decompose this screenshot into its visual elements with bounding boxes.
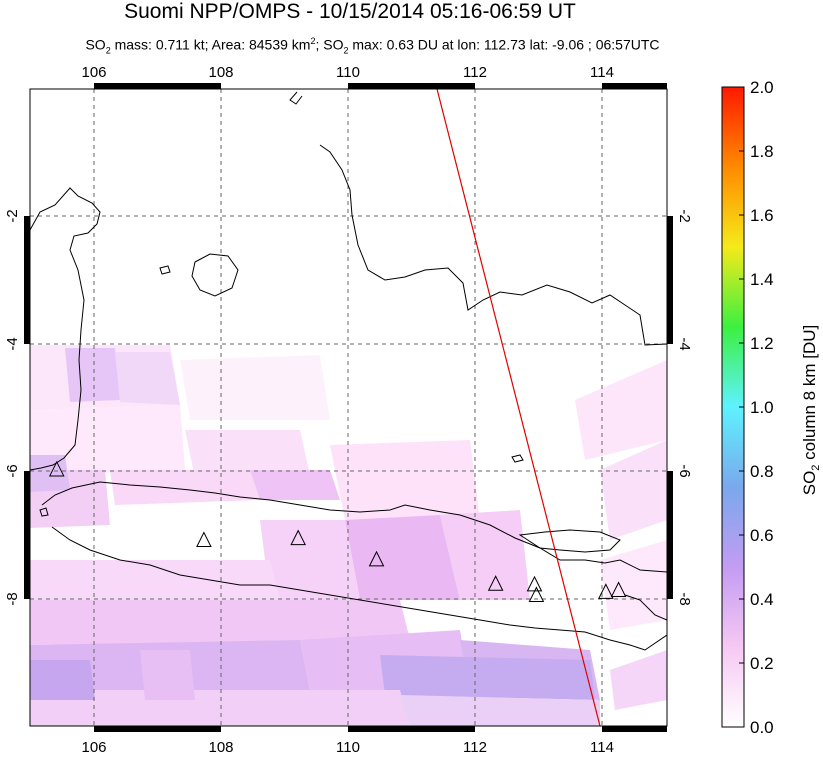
so2-pixel <box>600 440 667 540</box>
volcano-marker <box>610 581 627 597</box>
colorbar-ticks: 2.0 1.8 1.6 1.4 1.2 1.0 0.8 0.6 0.4 0.2 0.0 <box>739 78 774 737</box>
lon-tick-bottom: 112 <box>463 739 487 756</box>
colorbar-tick-label: 0.8 <box>750 462 774 481</box>
so2-pixel <box>140 650 195 700</box>
lat-tick-left: -4 <box>4 337 21 350</box>
border-bar-top <box>348 83 475 89</box>
coastline-krakatau <box>39 507 49 517</box>
lat-tick-right: -4 <box>676 337 693 350</box>
so2-pixel <box>185 430 310 478</box>
coastline-layer <box>30 91 667 651</box>
graticule <box>30 89 667 726</box>
lat-tick-right: -2 <box>676 209 693 222</box>
coastline-bali <box>624 594 667 621</box>
lon-tick-bottom: 114 <box>590 739 614 756</box>
so2-pixel <box>115 352 180 405</box>
lon-tick-top: 112 <box>463 64 487 81</box>
so2-pixel <box>30 405 185 475</box>
so2-pixel <box>30 455 70 492</box>
volcano-marker <box>487 575 504 591</box>
so2-pixel <box>380 655 595 700</box>
so2-pixel <box>400 695 600 726</box>
so2-pixel <box>180 355 330 420</box>
volcano-layer <box>48 460 627 602</box>
so2-pixel <box>260 520 360 600</box>
border-bar-left <box>24 216 30 344</box>
volcano-marker <box>48 460 65 477</box>
lat-tick-left: -6 <box>4 464 21 477</box>
coastline-java <box>41 481 667 651</box>
border-bar-bottom <box>602 726 667 732</box>
colorbar-tick-label: 1.4 <box>750 270 774 289</box>
coastline-karimunjawa <box>511 454 524 463</box>
so2-pixel <box>30 690 410 726</box>
colorbar-tick-label: 0.6 <box>750 526 774 545</box>
lat-tick-left: -2 <box>4 209 21 222</box>
border-bar-bottom <box>348 726 475 732</box>
so2-pixel <box>30 660 95 700</box>
lon-tick-top: 108 <box>208 64 233 81</box>
border-bar-left <box>24 471 30 599</box>
lon-tick-bottom: 106 <box>81 739 106 756</box>
so2-pixel <box>330 440 480 520</box>
lon-tick-top: 106 <box>81 64 106 81</box>
volcano-marker <box>196 531 212 548</box>
so2-pixel <box>345 515 460 600</box>
colorbar-tick-label: 1.0 <box>750 398 774 417</box>
lon-tick-top: 110 <box>336 64 360 81</box>
colorbar-tick-label: 1.2 <box>750 334 774 353</box>
colorbar-tick-label: 1.8 <box>750 142 774 161</box>
volcano-marker <box>598 583 614 599</box>
colorbar-tick-label: 2.0 <box>750 78 774 97</box>
volcano-marker <box>526 575 543 592</box>
lat-tick-right: -8 <box>676 592 693 605</box>
lon-tick-bottom: 110 <box>336 739 360 756</box>
lon-tick-bottom: 108 <box>208 739 233 756</box>
so2-pixel <box>440 510 530 600</box>
so2-pixel <box>610 650 667 710</box>
so2-pixel <box>30 600 410 645</box>
colorbar-label: SO2 column 8 km [DU] <box>800 325 822 496</box>
colorbar-tick-label: 0.2 <box>750 654 774 673</box>
coastline-kalimantan <box>289 91 667 346</box>
border-bar-right <box>667 216 673 344</box>
so2-pixel <box>65 348 120 402</box>
volcano-marker <box>528 586 545 602</box>
colorbar-tick-label: 0.0 <box>750 718 774 737</box>
border-bar-bottom <box>94 726 221 732</box>
so2-pixel-layer <box>30 345 667 726</box>
orbit-track-line <box>436 89 601 726</box>
map-subtitle: SO2 mass: 0.711 kt; Area: 84539 km2; SO2… <box>85 36 660 56</box>
volcano-marker <box>368 550 385 567</box>
volcano-marker <box>290 529 306 546</box>
so2-pixel <box>30 560 280 600</box>
coastline-sumatra <box>30 187 101 471</box>
map-title: Suomi NPP/OMPS - 10/15/2014 05:16-06:59 … <box>124 0 576 23</box>
so2-pixel <box>600 540 667 630</box>
colorbar-tick-label: 0.4 <box>750 590 774 609</box>
lat-tick-right: -6 <box>676 464 693 477</box>
coastline-bangka-islet <box>159 265 171 275</box>
so2-pixel <box>250 470 340 500</box>
border-bar-right <box>667 471 673 599</box>
border-bar-top <box>602 83 667 89</box>
border-bar-top <box>94 83 221 89</box>
map-border-ticks <box>24 83 673 732</box>
lat-tick-left: -8 <box>4 592 21 605</box>
colorbar-tick-label: 1.6 <box>750 206 774 225</box>
lon-tick-top: 114 <box>590 64 614 81</box>
so2-pixel <box>575 360 667 460</box>
coastline-madura <box>518 529 621 553</box>
so2-pixel <box>110 470 260 505</box>
coastline-belitung <box>191 253 239 297</box>
